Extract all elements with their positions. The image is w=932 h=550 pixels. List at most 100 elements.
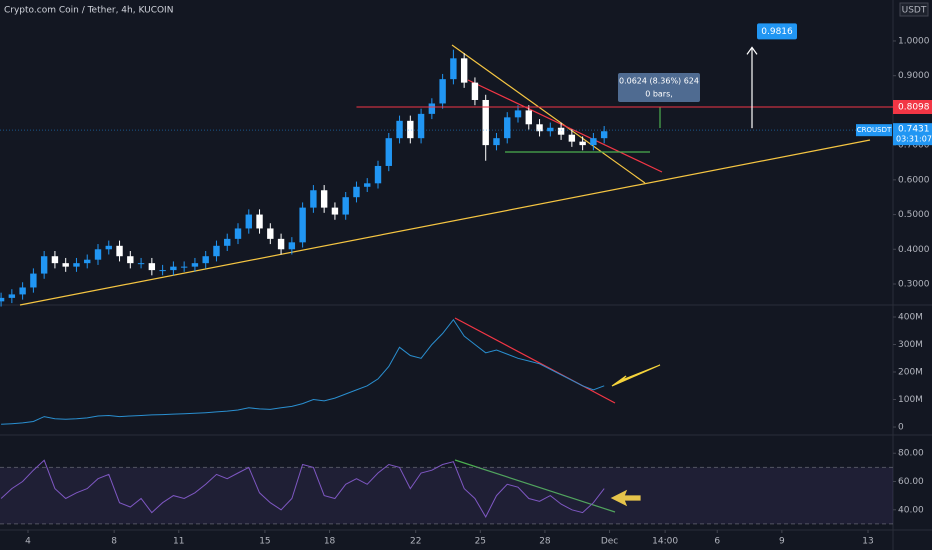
candle-body: [159, 270, 166, 272]
trend-line: [467, 79, 663, 173]
trend-line: [451, 44, 646, 184]
candle-body: [514, 110, 522, 118]
candle-body: [202, 256, 209, 264]
candle-body: [557, 127, 565, 135]
candle-body: [536, 124, 543, 132]
last-price-label: 0.7431: [898, 125, 930, 135]
y-tick-label: 80.00: [898, 449, 924, 459]
candle-body: [374, 165, 382, 184]
candle-body: [170, 266, 177, 271]
currency: USDT: [902, 6, 927, 16]
y-tick-label: 100M: [898, 395, 923, 405]
arrow: [610, 489, 641, 507]
candle-body: [245, 214, 252, 229]
candle-body: [525, 110, 532, 125]
candle-body: [8, 294, 16, 298]
candle-body: [0, 297, 5, 302]
candle-body: [256, 214, 263, 229]
y-tick-label: 60.00: [898, 477, 924, 487]
y-tick-label: 0.7000: [898, 141, 930, 151]
y-tick-label: 40.00: [898, 505, 924, 515]
candle-body: [127, 256, 134, 264]
candle-body: [277, 238, 285, 250]
candle-body: [504, 117, 511, 139]
currency-box: [899, 2, 929, 17]
candle-body: [30, 273, 37, 288]
candle-body: [116, 245, 123, 257]
candle-body: [331, 207, 339, 215]
candle-body: [547, 127, 554, 132]
last-price-box: [893, 123, 932, 146]
symbol-label: CROUSDT: [857, 126, 892, 134]
candle-body: [493, 138, 500, 146]
x-tick-label: 25: [475, 537, 486, 547]
x-tick-label: 8: [111, 537, 117, 547]
candle-body: [224, 238, 231, 246]
y-tick-label: 1.0000: [898, 36, 930, 46]
indicator-line: [0, 459, 605, 518]
x-tick-label: 13: [862, 537, 873, 547]
x-tick-label: 14:00: [652, 537, 678, 547]
x-tick-label: 18: [324, 537, 336, 547]
candle-body: [137, 263, 145, 265]
candle-body: [600, 131, 608, 139]
candle-body: [471, 82, 479, 100]
candle-body: [84, 259, 91, 264]
x-tick-label: Dec: [601, 537, 618, 547]
candle-body: [288, 242, 296, 250]
candle-body: [579, 141, 586, 146]
measure-text: 0.0624 (8.36%) 624: [619, 77, 699, 86]
countdown: 03:31:07: [896, 135, 932, 144]
x-tick-label: 22: [410, 537, 421, 547]
candle-body: [19, 287, 26, 295]
x-tick-label: 11: [173, 537, 184, 547]
candle-body: [267, 228, 274, 239]
candle-body: [385, 138, 392, 166]
candle-body: [148, 263, 156, 271]
y-tick-label: 0.5000: [898, 210, 930, 220]
x-tick-label: 28: [539, 537, 551, 547]
candle-body: [191, 263, 199, 267]
candle-body: [62, 263, 69, 267]
candle-body: [234, 228, 242, 239]
y-tick-label: 0.4000: [898, 245, 930, 255]
candle-body: [364, 183, 371, 187]
candle-body: [417, 113, 425, 139]
y-tick-label: 0.9000: [898, 71, 930, 81]
level-label-box: [893, 100, 932, 115]
candle-body: [428, 103, 436, 114]
x-tick-label: 9: [779, 537, 785, 547]
candle-body: [105, 245, 112, 250]
candle-body: [94, 249, 102, 260]
band: [0, 467, 893, 524]
candle-body: [482, 99, 489, 146]
y-tick-label: 0.3000: [898, 279, 930, 289]
drawings: [19, 44, 871, 513]
candle-body: [73, 263, 80, 267]
candle-body: [342, 197, 349, 215]
target-label: 0.9816: [761, 27, 793, 37]
y-tick-label: 200M: [898, 368, 923, 378]
level-label: 0.8098: [898, 103, 930, 113]
candle-body: [568, 134, 576, 142]
measure-text: 0 bars,: [645, 90, 673, 99]
candle-body: [180, 266, 188, 268]
x-tick-label: 15: [259, 537, 270, 547]
candle-body: [590, 138, 597, 146]
chart-title: Crypto.com Coin / Tether, 4h, KUCOIN: [4, 6, 173, 16]
x-tick-label: 6: [714, 537, 720, 547]
candle-body: [450, 58, 457, 80]
y-tick-label: 0: [898, 423, 904, 433]
indicator-line: [1, 318, 605, 425]
symbol-box: [856, 124, 892, 137]
candle-body: [299, 207, 306, 243]
candle-body: [396, 120, 403, 139]
arrow: [611, 364, 661, 387]
arrow-head: [746, 46, 758, 55]
candle-body: [460, 58, 468, 83]
target-box: [757, 23, 797, 40]
trend-line: [19, 139, 871, 306]
measure-box: [618, 73, 700, 102]
x-tick-label: 4: [25, 537, 31, 547]
